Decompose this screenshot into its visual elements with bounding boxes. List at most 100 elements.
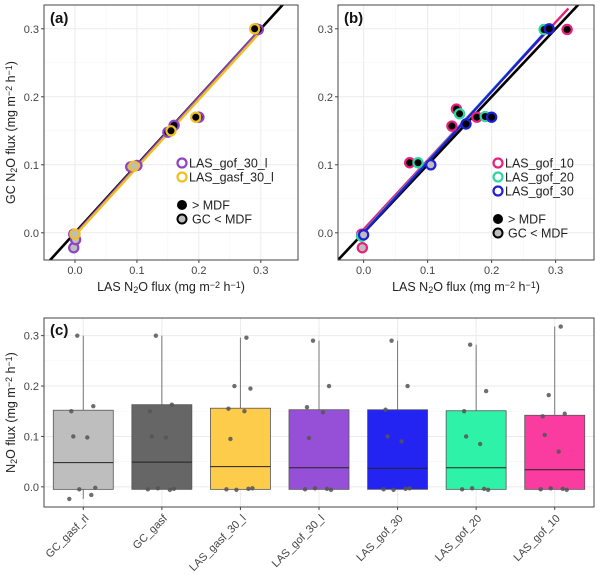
y-tick-label: 0.1 [24,160,39,172]
jitter-point [546,392,551,398]
jitter-point [461,409,467,414]
jitter-point [234,487,239,493]
data-point [357,229,370,241]
x-tick-label: 0.1 [420,265,435,277]
y-axis-label: N2O flux (mg m−2 h−1) [4,352,19,473]
jitter-point [169,402,175,407]
jitter-point [248,386,253,391]
jitter-point [564,487,569,493]
data-point [446,120,458,132]
jitter-point [407,486,412,491]
jitter-point [556,449,561,454]
x-tick-label: 0.3 [253,265,268,277]
box [367,409,428,490]
x-tick-label: LAS_gof_30_l [270,513,327,570]
jitter-point [147,409,153,414]
jitter-point [145,487,151,492]
y-tick-label: 0.2 [318,92,333,104]
x-tick-label: LAS_gof_20 [433,513,484,564]
jitter-point [459,487,465,492]
x-tick-label: GC_gasf_rl [44,513,92,561]
jitter-point [310,338,316,343]
jitter-point [389,338,394,343]
jitter-point [250,486,255,491]
data-point [425,159,437,171]
plot-area [48,5,285,260]
y-tick-label: 0.0 [318,228,333,240]
y-tick-label: 0.2 [24,381,39,393]
panel-label: (c) [50,322,68,339]
legend-marker [492,171,504,183]
legend-entry: LAS_gof_20 [505,171,574,185]
jitter-point [326,383,332,389]
data-point [543,23,555,35]
x-tick-label: 0.2 [484,265,499,277]
jitter-point [485,487,491,493]
box [524,414,586,490]
jitter-point [538,487,543,492]
legend-mdf-entry: > MDF [508,213,546,227]
jitter-point [467,342,473,347]
jitter-point [228,436,233,442]
panel-label: (b) [344,10,363,27]
data-point [190,111,202,123]
data-point [165,125,177,137]
x-tick-label: GC_gasf [131,512,171,552]
jitter-point [93,485,98,491]
jitter-point [89,492,94,498]
fit-line [359,30,547,238]
jitter-point [304,405,310,410]
y-axis-label: GC N2O flux (mg m−2 h−1) [4,61,19,204]
legend-marker [492,157,504,169]
legend-marker [492,185,504,197]
x-axis-label: LAS N2O flux (mg m−2 h−1) [392,280,540,295]
jitter-point [399,439,404,444]
legend-entry: LAS_gasf_30_l [189,171,274,185]
jitter-point [85,435,90,440]
jitter-point [75,333,80,338]
data-point [412,157,424,169]
x-tick-label: LAS_gof_30 [354,513,405,564]
jitter-point [381,487,386,492]
data-point [485,111,498,123]
jitter-point [69,409,74,414]
x-tick-label: LAS_gof_10 [512,513,563,564]
y-tick-label: 0.0 [24,228,39,240]
plot-area [338,5,580,260]
data-point [248,23,261,35]
y-tick-label: 0.0 [24,482,39,494]
jitter-point [167,487,173,493]
box [445,410,507,490]
jitter-point [481,486,487,492]
x-tick-label: 0.0 [67,265,82,277]
jitter-point [171,486,177,492]
jitter-point [153,333,159,338]
jitter-point [469,486,475,491]
jitter-point [328,487,334,493]
legend-mdf-entry: GC < MDF [508,227,568,241]
box [288,409,350,490]
jitter-point [562,411,567,416]
y-tick-label: 0.3 [24,331,39,343]
legend-mdf-marker [176,213,188,225]
jitter-point [540,414,545,419]
jitter-point [324,486,330,492]
legend-entry: LAS_gof_10 [505,157,574,171]
x-axis-label: LAS N2O flux (mg m−2 h−1) [97,280,245,295]
jitter-point [405,383,410,389]
box [131,404,193,490]
scatter-panel-a: 0.0 0.1 0.2 0.3 0.0 0.1 0.2 0.3 LAS N2O flux (mg… [4,4,299,295]
jitter-point [244,335,249,340]
legend-mdf-marker [493,214,503,224]
x-tick-label: LAS_gasf_30_l [187,513,248,574]
boxplot-panel-c: 0.0 0.1 0.2 0.3 GC_gasf_rl GC_gasf LAS_gasf_30… [4,317,595,574]
x-tick-label: 0.0 [356,265,371,277]
jitter-point [558,324,563,329]
y-tick-label: 0.3 [318,24,333,36]
legend-mdf-marker [492,227,504,239]
jitter-point [163,435,169,440]
jitter-point [312,486,318,491]
data-point [128,160,140,172]
jitter-point [77,487,82,492]
